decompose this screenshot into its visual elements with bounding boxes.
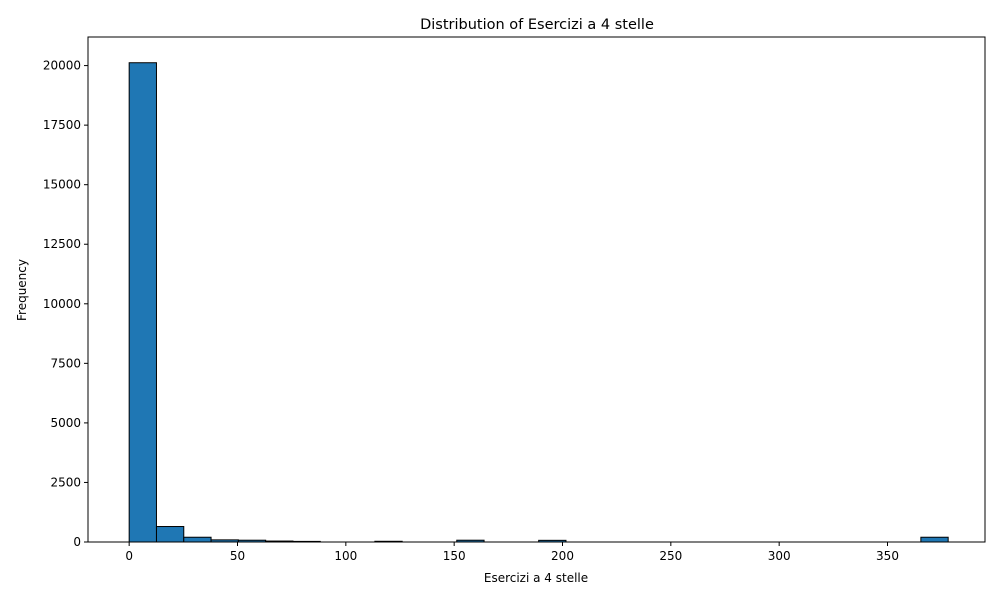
y-axis-label: Frequency bbox=[15, 259, 29, 321]
x-tick-label: 350 bbox=[876, 549, 899, 563]
x-tick-label: 250 bbox=[659, 549, 682, 563]
histogram-bar bbox=[920, 536, 949, 543]
x-axis-ticks: 0 50 100 150 200 250 300 350 bbox=[125, 542, 899, 563]
y-axis-ticks: 0 2500 5000 7500 10000 12500 15000 17500 20000 bbox=[43, 59, 88, 549]
histogram-bar bbox=[155, 526, 185, 543]
bars-group bbox=[128, 62, 949, 543]
chart-title: Distribution of Esercizi a 4 stelle bbox=[420, 17, 654, 33]
y-tick-label: 20000 bbox=[43, 59, 81, 73]
plot-area-frame bbox=[87, 36, 986, 543]
histogram-bar bbox=[183, 536, 212, 543]
x-tick-label: 100 bbox=[334, 549, 357, 563]
x-tick-label: 50 bbox=[230, 549, 245, 563]
y-tick-label: 15000 bbox=[43, 178, 81, 192]
x-tick-label: 300 bbox=[768, 549, 791, 563]
y-tick-label: 0 bbox=[73, 535, 81, 549]
y-tick-label: 5000 bbox=[50, 416, 81, 430]
histogram-bar bbox=[128, 62, 157, 543]
x-tick-label: 0 bbox=[125, 549, 133, 563]
x-tick-label: 200 bbox=[551, 549, 574, 563]
x-tick-label: 150 bbox=[443, 549, 466, 563]
x-axis-label: Esercizi a 4 stelle bbox=[484, 571, 588, 585]
y-tick-label: 10000 bbox=[43, 297, 81, 311]
y-tick-label: 2500 bbox=[50, 475, 81, 489]
y-tick-label: 7500 bbox=[50, 356, 81, 370]
y-tick-label: 17500 bbox=[43, 118, 81, 132]
y-tick-label: 12500 bbox=[43, 237, 81, 251]
